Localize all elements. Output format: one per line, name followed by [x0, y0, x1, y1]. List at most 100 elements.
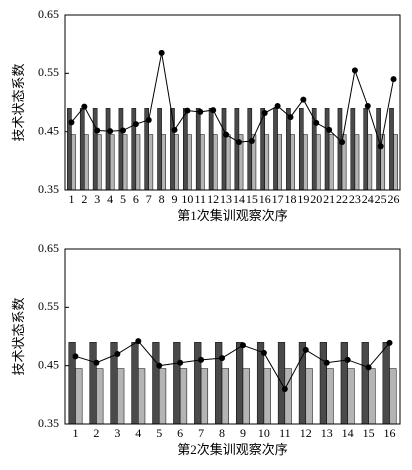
bar [382, 342, 390, 425]
point [68, 119, 75, 126]
bar [118, 108, 124, 191]
plot-frame [64, 14, 401, 191]
bar [152, 342, 160, 425]
bar [122, 134, 128, 191]
point [281, 386, 288, 392]
bar [71, 134, 76, 191]
x-tick-label: 2 [93, 426, 99, 440]
bar [277, 134, 282, 191]
point [339, 139, 346, 146]
bar [337, 108, 343, 191]
x-tick-label: 21 [323, 192, 335, 206]
point [260, 349, 267, 356]
x-tick-label: 8 [159, 192, 165, 206]
bar [324, 108, 330, 191]
bar [105, 108, 111, 191]
y-tick-label: 0.45 [38, 123, 59, 137]
bar [75, 368, 83, 425]
bar [117, 368, 125, 425]
bar [215, 342, 223, 425]
point [248, 138, 255, 144]
bar [200, 134, 205, 191]
point [219, 355, 226, 362]
x-tick-label: 12 [300, 426, 312, 440]
x-tick-label: 4 [107, 192, 113, 206]
bar [263, 368, 271, 425]
point [386, 339, 393, 346]
x-tick-label: 16 [259, 192, 271, 206]
bar [96, 368, 104, 425]
point [300, 96, 307, 103]
x-tick-label: 3 [94, 192, 100, 206]
x-tick-label: 23 [349, 192, 361, 206]
bar [363, 108, 369, 191]
y-tick-label: 0.55 [38, 299, 59, 313]
point [81, 103, 88, 110]
point [198, 356, 205, 363]
bar [79, 108, 85, 191]
bar [158, 368, 167, 425]
x-tick-label: 6 [133, 192, 139, 206]
bar [286, 108, 291, 191]
point [344, 356, 351, 363]
bar [389, 108, 394, 191]
point [114, 351, 121, 357]
y-tick-label: 0.35 [38, 182, 59, 196]
line [75, 340, 390, 391]
point [302, 346, 309, 353]
y-tick-label: 0.55 [38, 65, 59, 79]
point [145, 117, 152, 123]
x-tick-label: 19 [297, 192, 309, 206]
y-tick-label: 0.65 [38, 7, 59, 21]
bar [328, 134, 334, 191]
bar [195, 108, 201, 191]
point [377, 143, 384, 150]
bar [290, 134, 295, 191]
x-tick-label: 5 [156, 426, 162, 440]
y-tick-label: 0.65 [38, 241, 59, 255]
bar [92, 108, 98, 191]
x-tick-label: 26 [388, 192, 400, 206]
subplot: 0.350.450.550.651 2 3 4 5 6 7 8 9 10 11 12 13 14 15 16 1… [11, 7, 401, 223]
bar [179, 368, 188, 425]
point [158, 49, 165, 56]
point [93, 359, 100, 366]
x-tick-label: 5 [120, 192, 126, 206]
point [72, 353, 79, 360]
x-tick-label: 7 [146, 192, 152, 206]
bar [173, 342, 181, 425]
x-tick-label: 1 [68, 192, 74, 206]
point [156, 362, 163, 369]
bar [212, 134, 218, 191]
bar [242, 368, 250, 425]
x-tick-label: 7 [198, 426, 204, 440]
x-tick-label: 14 [233, 192, 245, 206]
x-tick-label: 6 [177, 426, 183, 440]
bar [273, 108, 278, 191]
bar [393, 134, 398, 191]
bar [194, 342, 202, 425]
x-tick-label: 3 [114, 426, 120, 440]
bar [131, 108, 137, 191]
x-tick-label: 8 [219, 426, 225, 440]
point [351, 67, 358, 74]
bar [284, 368, 292, 425]
bar [84, 134, 89, 191]
point [390, 76, 397, 83]
bar [89, 342, 97, 425]
y-tick-label: 0.45 [38, 357, 59, 371]
bar [350, 108, 356, 191]
point [326, 126, 333, 133]
point [323, 359, 330, 366]
bar [340, 342, 348, 425]
x-tick-label: 22 [336, 192, 348, 206]
bar [200, 368, 209, 425]
bar [316, 134, 321, 191]
y-axis-label: 技术状态系数 [11, 297, 26, 375]
x-tick-label: 1 [72, 426, 78, 440]
bar [368, 368, 376, 425]
point [171, 126, 178, 133]
bar [305, 368, 313, 425]
bar [208, 108, 214, 191]
